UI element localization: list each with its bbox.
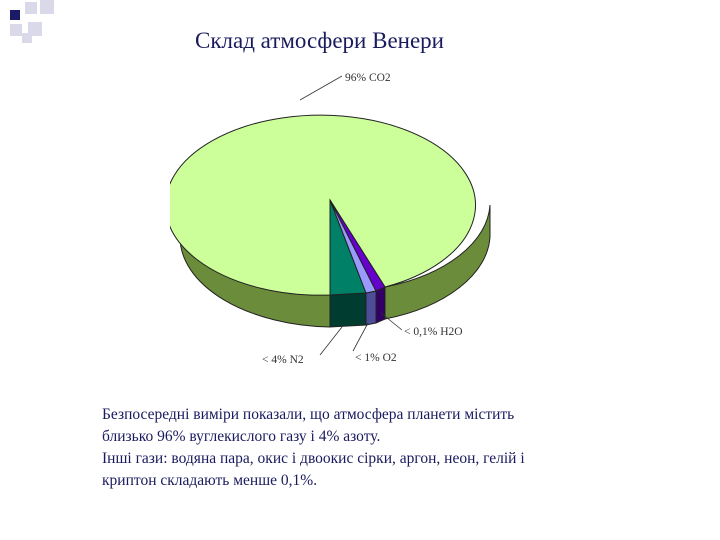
pie-chart: 96% CO2 < 0,1% H2O < 1% O2 < 4% N2	[170, 55, 500, 375]
slice-co2-side-right	[384, 204, 491, 320]
slide-title: Склад атмосфери Венери	[195, 28, 444, 53]
leader-line-co2	[299, 75, 343, 101]
text-line: криптон складають менше 0,1%.	[102, 472, 318, 489]
leader-line-o2	[352, 322, 369, 352]
slice-h2o	[329, 199, 386, 292]
label-n2: < 4% N2	[262, 354, 304, 366]
pie-chart-svg: 96% CO2 < 0,1% H2O < 1% O2 < 4% N2	[170, 72, 491, 366]
description-text: Безпосередні виміри показали, що атмосфе…	[102, 404, 622, 492]
leader-line-n2	[319, 326, 343, 356]
label-co2: 96% CO2	[345, 72, 391, 84]
leader-line-h2o	[380, 312, 403, 331]
slice-o2-side	[365, 290, 377, 326]
label-h2o: < 0,1% H2O	[404, 326, 463, 338]
slice-h2o-side	[375, 286, 386, 324]
label-o2: < 1% O2	[355, 352, 397, 364]
slice-co2	[170, 114, 476, 296]
slice-n2-side	[329, 292, 367, 328]
text-line: близько 96% вуглекислого газу і 4% азоту…	[102, 428, 381, 445]
text-line: Інші гази: водяна пара, окис і двоокис с…	[102, 450, 525, 467]
text-line: Безпосередні виміри показали, що атмосфе…	[102, 406, 515, 423]
corner-decoration	[0, 0, 70, 45]
